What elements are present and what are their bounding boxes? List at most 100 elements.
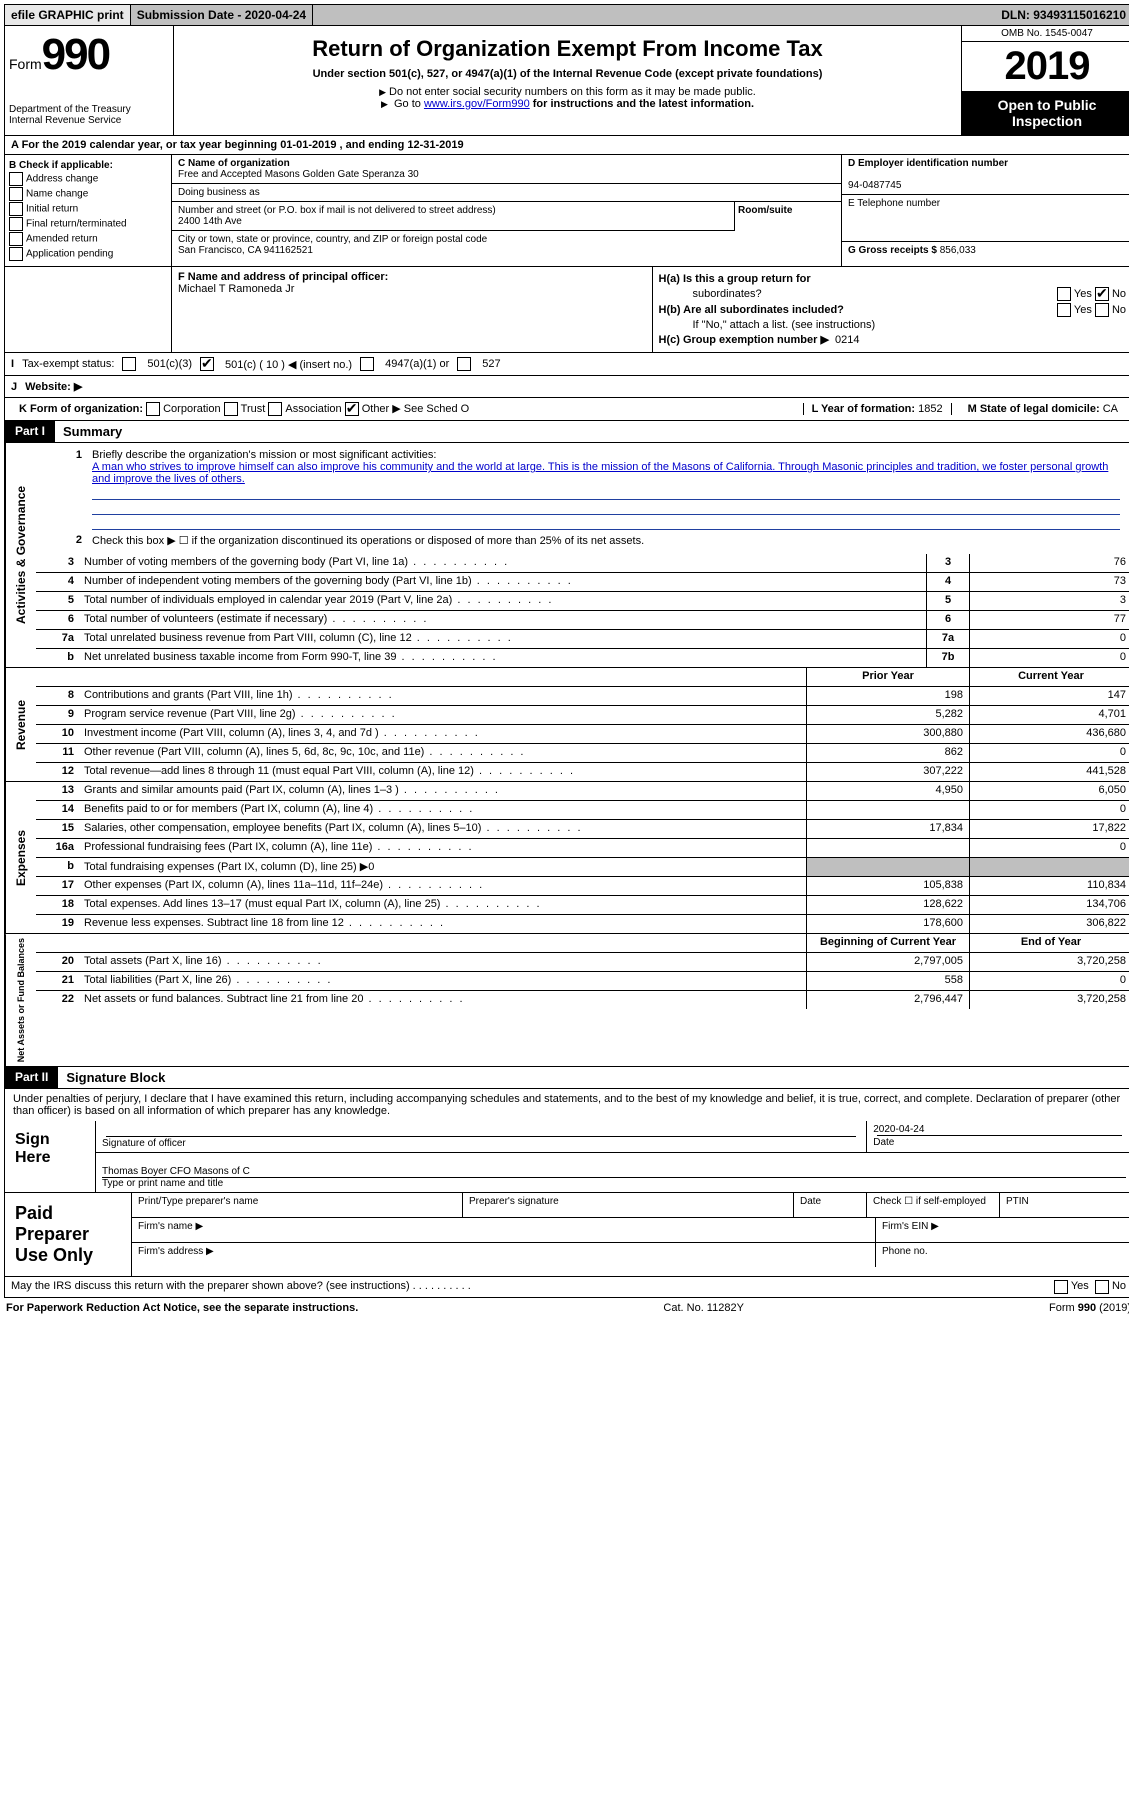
ha-yes-checkbox[interactable]: [1057, 287, 1071, 301]
ha-no-checkbox[interactable]: [1095, 287, 1109, 301]
part2-title: Signature Block: [58, 1067, 1129, 1088]
room-suite-label: Room/suite: [734, 202, 841, 231]
trust-checkbox[interactable]: [224, 402, 238, 416]
street-label: Number and street (or P.O. box if mail i…: [178, 205, 496, 216]
k-label: K Form of organization:: [19, 403, 143, 415]
goto-post: for instructions and the latest informat…: [530, 98, 754, 110]
org-name-label: C Name of organization: [178, 158, 290, 169]
signature-block: Under penalties of perjury, I declare th…: [4, 1089, 1129, 1193]
ein-value: 94-0487745: [848, 180, 901, 191]
hb-label: H(b) Are all subordinates included?: [659, 304, 844, 316]
section-fh: F Name and address of principal officer:…: [4, 267, 1129, 353]
summary-line: bTotal fundraising expenses (Part IX, co…: [36, 858, 1129, 877]
side-rev-label: Revenue: [5, 668, 36, 781]
assoc-checkbox[interactable]: [268, 402, 282, 416]
name-change-checkbox[interactable]: [9, 187, 23, 201]
part1-header: Part I Summary: [4, 421, 1129, 443]
gross-receipts-value: 856,033: [940, 245, 976, 256]
irs-link[interactable]: www.irs.gov/Form990: [424, 98, 530, 110]
m-label: M State of legal domicile:: [968, 403, 1100, 415]
app-pending-checkbox[interactable]: [9, 247, 23, 261]
org-name: Free and Accepted Masons Golden Gate Spe…: [178, 169, 419, 180]
4947-checkbox[interactable]: [360, 357, 374, 371]
summary-na: Net Assets or Fund Balances Beginning of…: [4, 934, 1129, 1067]
summary-line: 19Revenue less expenses. Subtract line 1…: [36, 915, 1129, 933]
self-employed-label: Check ☐ if self-employed: [867, 1193, 1000, 1217]
side-ag-label: Activities & Governance: [5, 443, 36, 667]
initial-return-label: Initial return: [26, 204, 78, 215]
ha-label: H(a) Is this a group return for: [659, 273, 811, 285]
summary-rev: Revenue Prior Year Current Year 8Contrib…: [4, 668, 1129, 782]
summary-line: 15Salaries, other compensation, employee…: [36, 820, 1129, 839]
open-public-1: Open to Public: [962, 97, 1129, 113]
discuss-yes-checkbox[interactable]: [1054, 1280, 1068, 1294]
summary-line: 18Total expenses. Add lines 13–17 (must …: [36, 896, 1129, 915]
tax-period: A For the 2019 calendar year, or tax yea…: [4, 136, 1129, 155]
sig-date-value: 2020-04-24: [873, 1124, 1126, 1135]
amended-return-checkbox[interactable]: [9, 232, 23, 246]
summary-line: 21Total liabilities (Part X, line 26)558…: [36, 972, 1129, 991]
section-c: C Name of organization Free and Accepted…: [172, 155, 841, 266]
submission-date: Submission Date - 2020-04-24: [131, 5, 313, 25]
summary-line: 8Contributions and grants (Part VIII, li…: [36, 687, 1129, 706]
other-value: See Sched O: [404, 403, 469, 415]
summary-line: 13Grants and similar amounts paid (Part …: [36, 782, 1129, 801]
tax-year: 2019: [962, 42, 1129, 91]
summary-line: 3Number of voting members of the governi…: [36, 554, 1129, 573]
ptin-label: PTIN: [1000, 1193, 1129, 1217]
return-title: Return of Organization Exempt From Incom…: [182, 36, 953, 62]
typed-name-value: Thomas Boyer CFO Masons of C: [102, 1166, 250, 1177]
discuss-no-checkbox[interactable]: [1095, 1280, 1109, 1294]
efile-graphic-button[interactable]: efile GRAPHIC print: [5, 5, 131, 25]
preparer-date-label: Date: [794, 1193, 867, 1217]
assoc-label: Association: [285, 403, 341, 415]
mission-blank-3: [92, 515, 1120, 530]
website-row: J Website: ▶: [4, 376, 1129, 398]
tax-status-row: I Tax-exempt status: 501(c)(3) 501(c) ( …: [4, 353, 1129, 376]
l-label: L Year of formation:: [812, 403, 916, 415]
hc-value: 0214: [835, 334, 859, 346]
eoy-hdr: End of Year: [969, 934, 1129, 952]
boy-hdr: Beginning of Current Year: [806, 934, 969, 952]
discuss-no-label: No: [1112, 1280, 1126, 1294]
corp-checkbox[interactable]: [146, 402, 160, 416]
b-label: B Check if applicable:: [9, 160, 113, 171]
preparer-name-label: Print/Type preparer's name: [132, 1193, 463, 1217]
phone-label: E Telephone number: [848, 198, 940, 209]
initial-return-checkbox[interactable]: [9, 202, 23, 216]
hb-note: If "No," attach a list. (see instruction…: [659, 319, 876, 331]
hb-yes-label: Yes: [1074, 304, 1092, 316]
street-value: 2400 14th Ave: [178, 216, 242, 227]
tax-status-label: Tax-exempt status:: [22, 358, 114, 370]
firm-addr-label: Firm's address ▶: [132, 1243, 876, 1267]
form-prefix: Form: [9, 56, 42, 72]
firm-ein-label: Firm's EIN ▶: [876, 1218, 1129, 1242]
final-return-checkbox[interactable]: [9, 217, 23, 231]
trust-label: Trust: [241, 403, 266, 415]
summary-line: 4Number of independent voting members of…: [36, 573, 1129, 592]
501c3-checkbox[interactable]: [122, 357, 136, 371]
501c-checkbox[interactable]: [200, 357, 214, 371]
dba-label: Doing business as: [178, 187, 260, 198]
corp-label: Corporation: [163, 403, 220, 415]
mission-text[interactable]: A man who strives to improve himself can…: [92, 461, 1108, 485]
website-label: Website: ▶: [25, 380, 82, 393]
q1-text: Briefly describe the organization's miss…: [92, 449, 436, 461]
hb-yes-checkbox[interactable]: [1057, 303, 1071, 317]
addr-change-checkbox[interactable]: [9, 172, 23, 186]
footer-mid: Cat. No. 11282Y: [663, 1302, 744, 1314]
j-label: J: [11, 381, 17, 393]
527-checkbox[interactable]: [457, 357, 471, 371]
preparer-block: Paid Preparer Use Only Print/Type prepar…: [4, 1193, 1129, 1277]
side-exp-label: Expenses: [5, 782, 36, 933]
sig-officer-label: Signature of officer: [102, 1138, 186, 1149]
501c3-label: 501(c)(3): [147, 358, 192, 370]
summary-line: 11Other revenue (Part VIII, column (A), …: [36, 744, 1129, 763]
hc-label: H(c) Group exemption number ▶: [659, 333, 829, 346]
other-checkbox[interactable]: [345, 402, 359, 416]
hb-no-checkbox[interactable]: [1095, 303, 1109, 317]
discuss-yes-label: Yes: [1071, 1280, 1089, 1294]
dln-label: DLN: 93493115016210: [995, 5, 1129, 25]
app-pending-label: Application pending: [26, 249, 113, 260]
name-change-label: Name change: [26, 189, 88, 200]
